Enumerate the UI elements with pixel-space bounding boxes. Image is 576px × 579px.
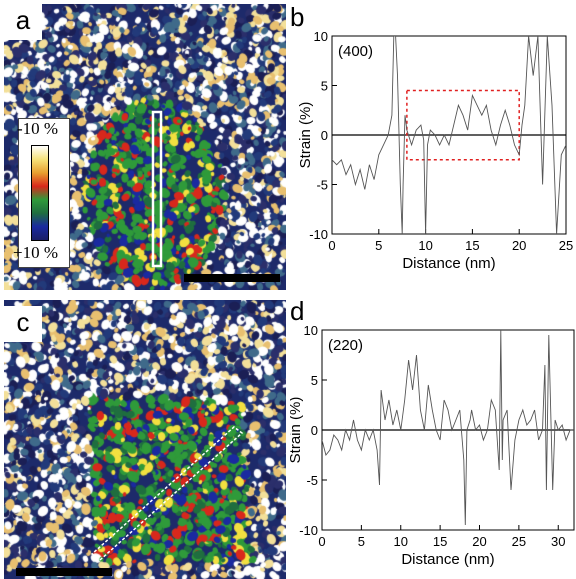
x-tick-label: 5	[375, 238, 382, 253]
x-axis-label: Distance (nm)	[402, 255, 495, 272]
panel-label-b: b	[290, 2, 305, 32]
x-tick-label: 20	[512, 238, 526, 253]
line-profile-box-a	[151, 110, 163, 268]
x-tick-label: 25	[512, 534, 526, 549]
x-tick-label: 0	[318, 534, 325, 549]
scale-bar-a	[184, 274, 280, 282]
panel-label-d: d	[290, 296, 305, 326]
panel-label-a: a	[4, 4, 42, 40]
x-tick-label: 25	[559, 238, 573, 253]
colorbar-bottom-label: +10 %	[13, 243, 58, 262]
strain-map-c	[4, 300, 286, 579]
x-tick-label: 30	[551, 534, 565, 549]
y-tick-label: 0	[311, 423, 318, 438]
y-tick-label: 0	[321, 128, 328, 143]
x-tick-label: 0	[328, 238, 335, 253]
y-tick-label: 5	[321, 79, 328, 94]
y-axis-label: Strain (%)	[297, 102, 314, 169]
x-tick-label: 10	[394, 534, 408, 549]
x-axis-label: Distance (nm)	[401, 551, 494, 568]
x-tick-label: 15	[465, 238, 479, 253]
y-tick-label: -5	[306, 473, 318, 488]
line-profile-box-c	[90, 426, 244, 561]
y-tick-label: -10	[309, 227, 328, 242]
plane-annotation: (220)	[328, 337, 363, 354]
x-tick-label: 20	[472, 534, 486, 549]
x-tick-label: 5	[358, 534, 365, 549]
colorbar: -10 % +10 %	[13, 118, 70, 268]
strain-series-line	[322, 330, 574, 526]
y-tick-label: -10	[299, 523, 318, 538]
strain-profile-chart-d: 0 5 10 15 20 25 30 -10 -5 0 5 10 Distance (nm) Strain…	[290, 323, 575, 568]
scale-bar-c	[16, 568, 112, 576]
panel-label-c: c	[4, 306, 42, 342]
y-tick-label: -5	[316, 178, 328, 193]
plane-annotation: (400)	[338, 43, 373, 60]
colorbar-top-label: -10 %	[17, 119, 59, 138]
x-tick-label: 10	[418, 238, 432, 253]
y-tick-label: 5	[311, 373, 318, 388]
highlight-box	[406, 89, 520, 161]
y-axis-label: Strain (%)	[290, 397, 304, 464]
y-tick-label: 10	[314, 29, 328, 44]
x-tick-label: 15	[433, 534, 447, 549]
colorbar-gradient	[31, 145, 49, 241]
strain-profile-chart-b: 0 5 10 15 20 25 -10 -5 0 5 10 Distance (nm) Strain (…	[297, 29, 573, 272]
y-tick-label: 10	[304, 323, 318, 338]
strain-series-line	[332, 36, 566, 234]
